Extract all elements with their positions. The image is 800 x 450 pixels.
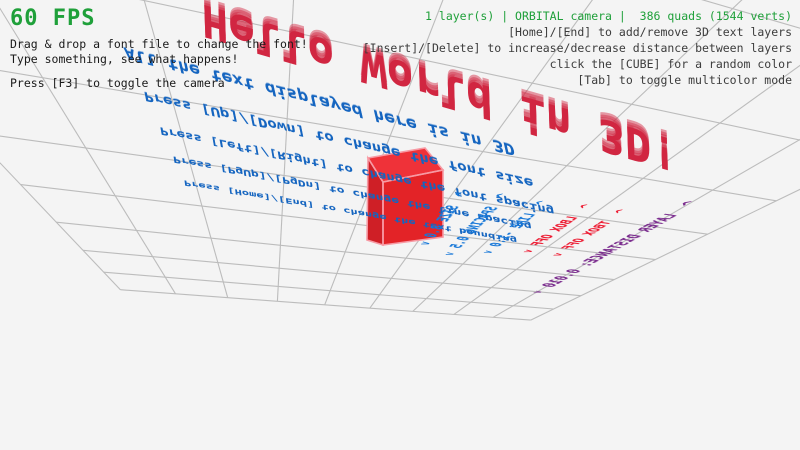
text-3d-layer: Hello World in 3D!Hello World in 3D!Hell… <box>122 0 705 294</box>
text3d-group: v <box>520 249 537 253</box>
text3d-group: ^ <box>677 200 705 208</box>
text3d-group: ^ <box>577 203 599 210</box>
text3d-group: v <box>442 252 458 256</box>
cube-face-left[interactable] <box>367 158 383 245</box>
text3d-group: ^ <box>492 192 515 200</box>
ground-grid <box>0 0 800 321</box>
grid-line <box>276 0 295 302</box>
grid-line <box>56 221 615 281</box>
text3d-group: v <box>417 241 434 246</box>
text3d-face: v <box>550 252 567 256</box>
grid-line <box>0 7 176 295</box>
grid-line <box>20 184 656 261</box>
grid-line <box>412 0 743 312</box>
text3d-face: v <box>529 290 546 294</box>
text3d-group: v <box>550 252 567 256</box>
grid-line <box>530 188 800 321</box>
text3d-group: ^ <box>453 191 474 198</box>
cube-object[interactable] <box>366 147 445 247</box>
cube-face-front[interactable] <box>383 170 443 245</box>
text3d-face: ^ <box>577 203 599 210</box>
grid-line <box>103 271 554 310</box>
text3d-face: ^ <box>533 200 555 207</box>
grid-line <box>0 135 708 235</box>
text3d-face: ^ <box>492 192 515 200</box>
text3d-face: ^ <box>612 209 634 216</box>
text3d-group: v <box>480 250 497 254</box>
grid-line <box>82 249 582 297</box>
grid-line <box>0 69 777 202</box>
text3d-face: v <box>417 241 434 246</box>
grid-line <box>492 138 800 318</box>
grid-line <box>453 64 800 315</box>
text3d-group: v <box>529 290 546 294</box>
grid-line <box>701 0 800 29</box>
text3d-group: ^ <box>612 209 634 216</box>
grid-line <box>143 0 229 298</box>
grid-line <box>324 0 444 305</box>
text3d-face: ^ <box>677 200 705 208</box>
cube-edges <box>366 147 445 247</box>
grid-line <box>120 289 531 321</box>
text3d-face: v <box>442 252 458 256</box>
text3d-group: ^ <box>533 200 555 207</box>
text3d-face: ^ <box>453 191 474 198</box>
text3d-face: v <box>480 250 497 254</box>
text3d-face: v <box>520 249 537 253</box>
grid-line <box>139 0 800 141</box>
